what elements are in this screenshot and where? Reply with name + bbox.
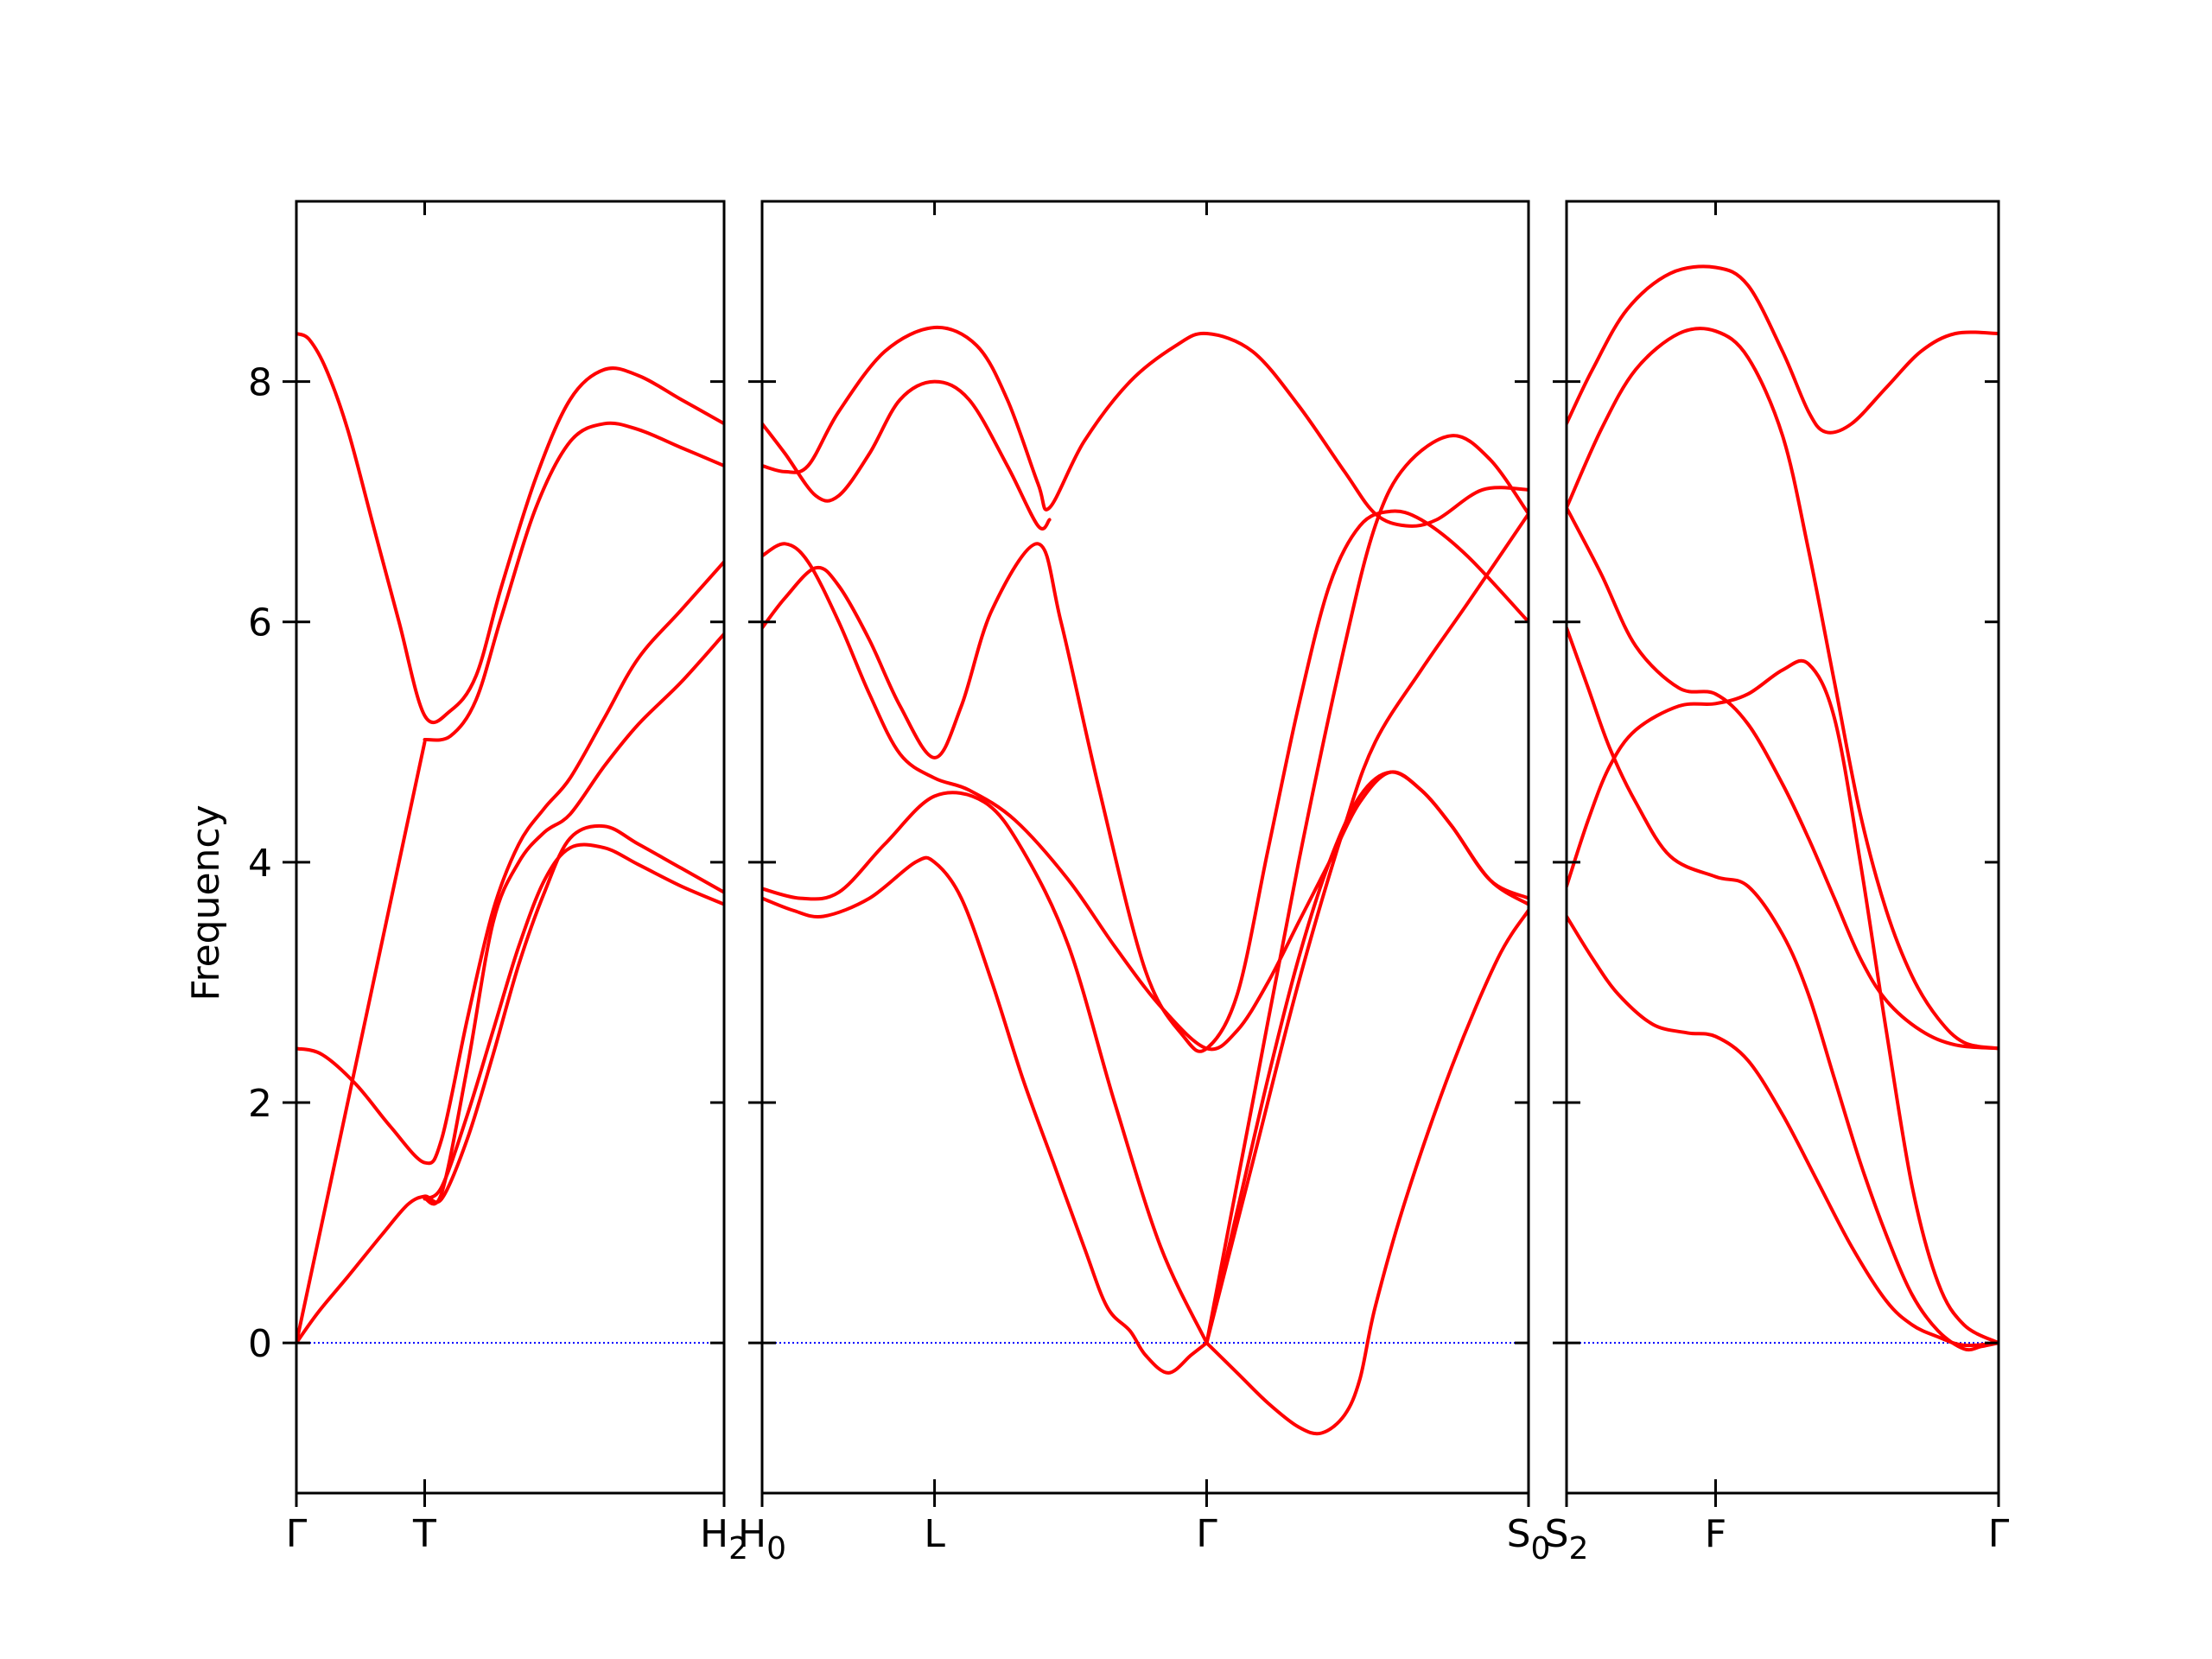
band-series-group [1567, 264, 1999, 1352]
x-tick-label-subscript: 2 [728, 1531, 748, 1567]
band-line-2-5 [762, 791, 1209, 1345]
y-tick-label: 6 [248, 601, 272, 645]
band-line-1-7 [423, 842, 724, 1201]
x-tick-label: Γ [1196, 1512, 1217, 1556]
band-line-3-6 [1567, 914, 1999, 1348]
panel-frame [760, 200, 1530, 1495]
band-line-3-3 [1567, 505, 1999, 1051]
band-line-1-4 [423, 632, 724, 1206]
band-line-1-2 [423, 421, 724, 742]
panel-2: H0 L Γ S0 [738, 200, 1551, 1567]
band-line-3-2 [1567, 327, 1999, 1051]
x-tick-label: Γ [1988, 1512, 2010, 1556]
band-line-1-6 [296, 823, 724, 1345]
x-tick-label: S2 [1545, 1512, 1589, 1567]
y-tick-label: 8 [248, 361, 272, 405]
y-axis-label: Frequency [184, 804, 228, 1001]
band-line-2-9 [1205, 434, 1529, 1345]
x-tick-label-subscript: 0 [1531, 1531, 1551, 1567]
band-line-2-8 [1205, 770, 1529, 1345]
band-line-1-3 [296, 560, 724, 1166]
panel-3: S2 F Γ [1545, 200, 2010, 1567]
band-line-2-6 [762, 855, 1209, 1375]
band-line-2-10 [1205, 512, 1529, 1345]
band-line-2-7 [1205, 908, 1529, 1436]
panel-frame [1565, 200, 2000, 1495]
y-tick-label: 4 [248, 842, 272, 886]
band-line-3-4 [1567, 626, 1999, 1352]
x-tick-label: Γ [286, 1512, 308, 1556]
band-line-2-4 [762, 509, 1529, 1053]
y-tick-label: 2 [248, 1082, 272, 1126]
band-line-3-5 [1567, 658, 1999, 1345]
y-tick-label: 0 [248, 1322, 272, 1366]
x-tick-label-subscript: 2 [1569, 1531, 1589, 1567]
panel-frame [295, 200, 726, 1495]
band-line-2-1 [762, 379, 1052, 531]
x-tick-label-subscript: 0 [766, 1531, 786, 1567]
band-line-2-2 [762, 325, 1529, 528]
x-tick-label: T [412, 1512, 436, 1556]
x-tick-label: F [1705, 1512, 1726, 1556]
band-line-1-5 [296, 740, 427, 1345]
band-line-1-1 [296, 332, 724, 725]
band-series-group [762, 325, 1529, 1436]
band-series-group [296, 332, 724, 1345]
x-tick-label: L [924, 1512, 945, 1556]
band-line-3-1 [1567, 264, 1999, 435]
